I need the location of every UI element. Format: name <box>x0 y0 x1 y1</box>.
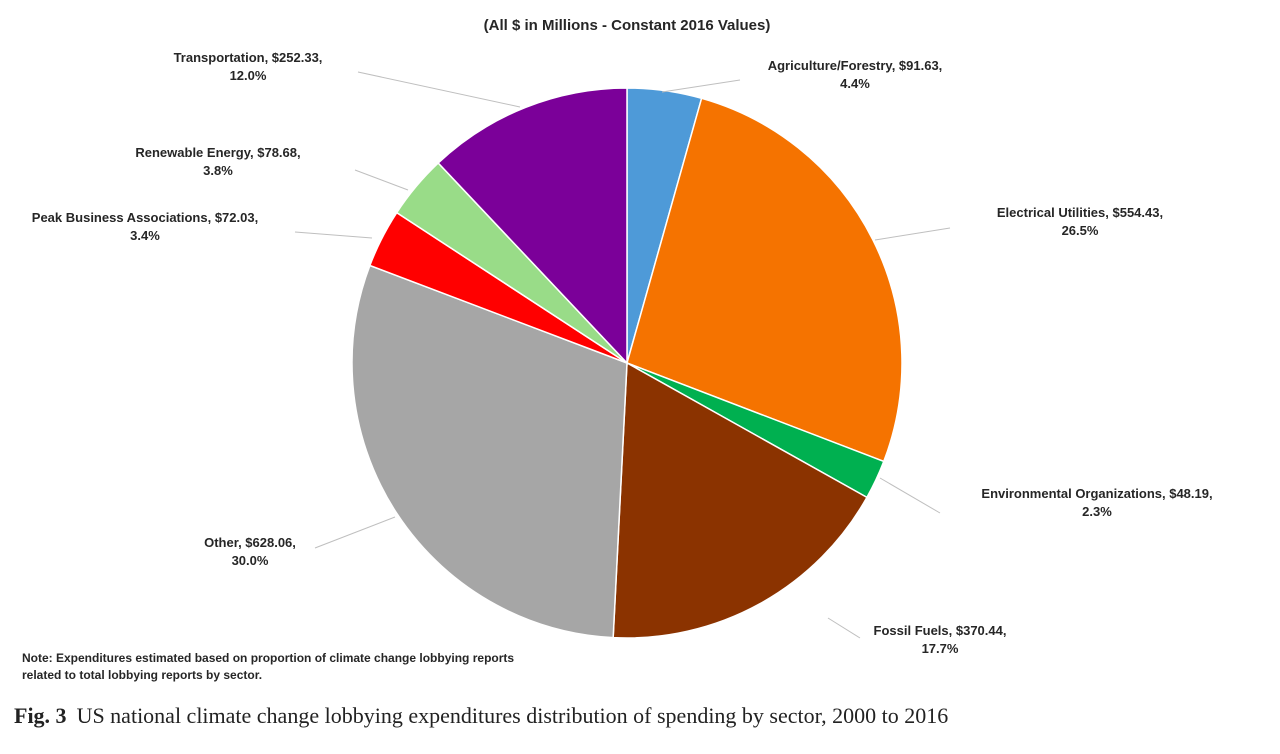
leader-line <box>874 227 951 241</box>
data-label-percent: 3.8% <box>203 163 233 178</box>
caption-text: US national climate change lobbying expe… <box>76 703 949 728</box>
leader-line <box>879 477 941 514</box>
leader-line <box>294 231 373 239</box>
chart-note: Note: Expenditures estimated based on pr… <box>22 651 515 682</box>
data-label-percent: 17.7% <box>922 641 959 656</box>
data-label: Renewable Energy, $78.68, <box>135 145 300 160</box>
leader-line <box>354 169 409 191</box>
leader-line <box>314 516 396 549</box>
figure-label: Fig. 3 <box>14 703 67 728</box>
data-label-percent: 3.4% <box>130 228 160 243</box>
chart-title: (All $ in Millions - Constant 2016 Value… <box>484 17 771 34</box>
data-label: Peak Business Associations, $72.03, <box>32 210 258 225</box>
data-label-percent: 26.5% <box>1062 223 1099 238</box>
leader-line <box>661 79 741 93</box>
pie-slice-electrical-utilities <box>626 97 903 463</box>
data-label-percent: 30.0% <box>232 553 269 568</box>
leader-line <box>357 71 521 108</box>
data-label: Agriculture/Forestry, $91.63, <box>768 58 943 73</box>
data-label-percent: 12.0% <box>230 68 267 83</box>
leader-line <box>827 617 861 639</box>
pie-slice-transportation <box>437 87 628 365</box>
data-label: Other, $628.06, <box>204 535 296 550</box>
data-label: Environmental Organizations, $48.19, <box>981 486 1212 501</box>
data-label-percent: 4.4% <box>840 76 870 91</box>
data-label: Transportation, $252.33, <box>174 50 323 65</box>
data-label: Electrical Utilities, $554.43, <box>997 205 1163 220</box>
data-label: Fossil Fuels, $370.44, <box>874 623 1007 638</box>
pie-slice-other <box>351 264 628 639</box>
pie-slice-fossil-fuels <box>612 361 868 639</box>
data-label-percent: 2.3% <box>1082 504 1112 519</box>
figure-caption: Fig. 3 US national climate change lobbyin… <box>14 703 948 729</box>
